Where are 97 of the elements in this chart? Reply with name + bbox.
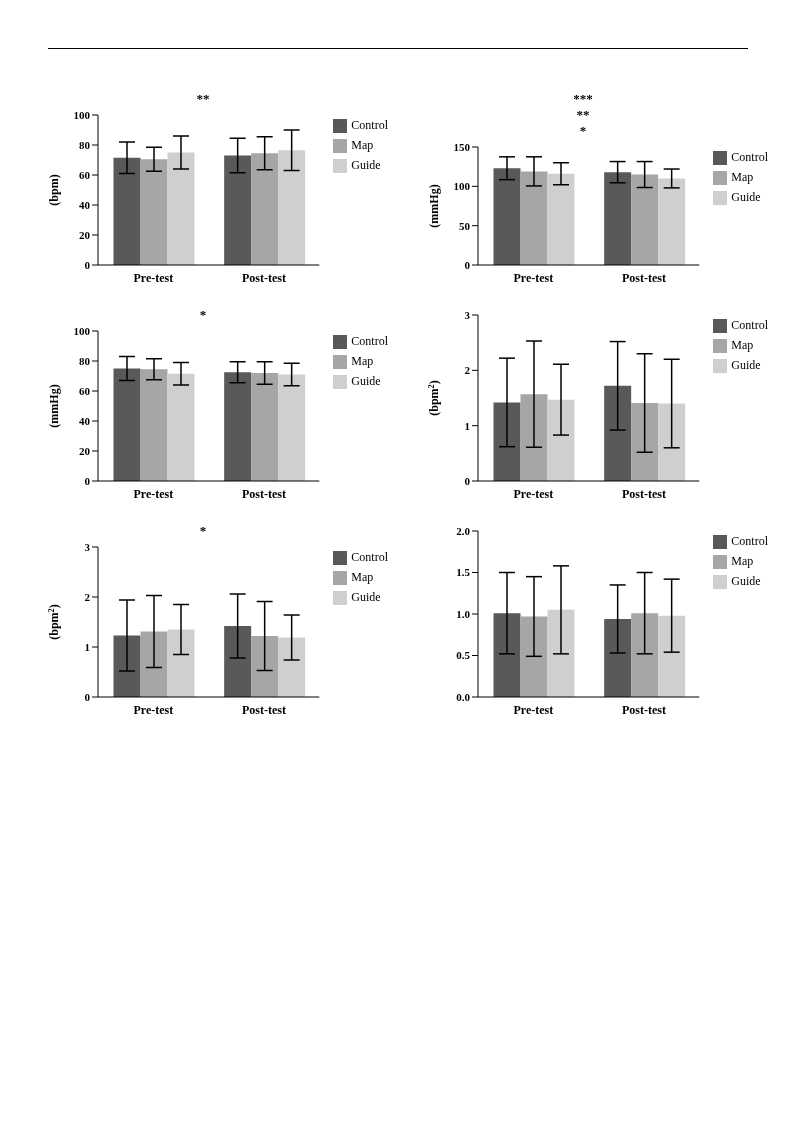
bar bbox=[493, 402, 521, 481]
y-tick-label: 1 bbox=[84, 640, 90, 653]
x-tick-label: Post-test bbox=[242, 270, 286, 285]
bar bbox=[493, 613, 521, 697]
legend-label: Guide bbox=[731, 190, 761, 204]
y-tick-label: 2 bbox=[84, 590, 91, 603]
bar bbox=[520, 171, 548, 265]
y-tick-label: 2.0 bbox=[456, 524, 471, 537]
bar bbox=[631, 613, 659, 697]
y-axis-title: (bpm) bbox=[47, 174, 61, 206]
y-tick-label: 1.5 bbox=[456, 566, 471, 579]
bar bbox=[278, 150, 306, 265]
text: *** bbox=[573, 91, 593, 106]
y-tick-label: 40 bbox=[79, 198, 91, 211]
y-axis-title: (mmHg) bbox=[47, 384, 61, 428]
bar bbox=[251, 636, 279, 697]
legend-label: Control bbox=[731, 318, 768, 332]
x-tick-label: Pre-test bbox=[133, 702, 174, 717]
text: * bbox=[198, 523, 208, 539]
y-tick-label: 80 bbox=[79, 138, 91, 151]
legend-label: Control bbox=[351, 550, 388, 564]
legend-label: Control bbox=[731, 150, 768, 164]
legend-label: Guide bbox=[351, 158, 381, 172]
bar bbox=[604, 385, 632, 481]
x-tick-label: Pre-test bbox=[513, 270, 554, 285]
legend-label: Map bbox=[731, 554, 754, 568]
y-tick-label: 2 bbox=[464, 364, 471, 377]
y-tick-label: 3 bbox=[84, 540, 91, 553]
bar bbox=[658, 403, 686, 481]
bar bbox=[251, 153, 279, 265]
bar bbox=[167, 629, 195, 697]
bar bbox=[547, 399, 575, 481]
x-tick-label: Pre-test bbox=[513, 702, 554, 717]
x-tick-label: Post-test bbox=[242, 486, 286, 501]
x-tick-label: Post-test bbox=[622, 702, 666, 717]
legend-label: Map bbox=[731, 170, 754, 184]
legend-label: Guide bbox=[351, 590, 381, 604]
y-axis-title: (mmHg) bbox=[427, 184, 441, 228]
legend-label: Control bbox=[731, 534, 768, 548]
bar bbox=[631, 402, 659, 481]
x-tick-label: Pre-test bbox=[513, 486, 554, 501]
legend-label: Guide bbox=[731, 358, 761, 372]
text: ** bbox=[195, 91, 211, 107]
x-tick-label: Pre-test bbox=[133, 486, 174, 501]
y-tick-label: 40 bbox=[79, 414, 91, 427]
bar bbox=[547, 609, 575, 697]
y-tick-label: 20 bbox=[79, 228, 91, 241]
bar bbox=[631, 174, 659, 265]
y-tick-label: 60 bbox=[79, 168, 91, 181]
y-tick-label: 60 bbox=[79, 384, 91, 397]
legend-label: Map bbox=[351, 354, 374, 368]
bar bbox=[604, 618, 632, 697]
bar bbox=[658, 615, 686, 697]
x-tick-label: Pre-test bbox=[133, 270, 174, 285]
legend-label: Map bbox=[351, 138, 374, 152]
y-tick-label: 50 bbox=[459, 219, 471, 232]
y-tick-label: 150 bbox=[453, 140, 471, 153]
text: * bbox=[198, 307, 208, 323]
bar bbox=[278, 637, 306, 697]
y-tick-label: 100 bbox=[453, 180, 471, 193]
legend-label: Map bbox=[731, 338, 754, 352]
y-tick-label: 0 bbox=[84, 690, 91, 703]
y-tick-label: 0.0 bbox=[456, 690, 471, 703]
y-tick-label: 100 bbox=[73, 108, 91, 121]
bar bbox=[520, 616, 548, 697]
y-tick-label: 20 bbox=[79, 444, 91, 457]
y-tick-label: 100 bbox=[73, 324, 91, 337]
legend-label: Guide bbox=[351, 374, 381, 388]
bar bbox=[604, 172, 632, 265]
y-tick-label: 0.5 bbox=[456, 649, 471, 662]
bar bbox=[493, 168, 521, 265]
y-tick-label: 1.0 bbox=[456, 607, 471, 620]
y-tick-label: 1 bbox=[464, 419, 470, 432]
y-tick-label: 80 bbox=[79, 354, 91, 367]
text: ** * bbox=[575, 107, 591, 139]
legend-label: Control bbox=[351, 334, 388, 348]
legend-label: Control bbox=[351, 118, 388, 132]
y-tick-label: 0 bbox=[464, 474, 471, 487]
bar bbox=[140, 631, 168, 697]
x-tick-label: Post-test bbox=[242, 702, 286, 717]
bar bbox=[113, 635, 141, 697]
bar bbox=[140, 159, 168, 265]
y-tick-label: 0 bbox=[84, 258, 91, 271]
y-tick-label: 0 bbox=[464, 258, 471, 271]
bar bbox=[224, 626, 252, 697]
bar bbox=[547, 173, 575, 265]
legend-label: Guide bbox=[731, 574, 761, 588]
bar bbox=[658, 178, 686, 265]
legend-label: Map bbox=[351, 570, 374, 584]
y-tick-label: 3 bbox=[464, 308, 471, 321]
bar bbox=[167, 152, 195, 265]
x-tick-label: Post-test bbox=[622, 270, 666, 285]
bar bbox=[520, 394, 548, 481]
bar bbox=[224, 155, 252, 265]
x-tick-label: Post-test bbox=[622, 486, 666, 501]
y-tick-label: 0 bbox=[84, 474, 91, 487]
bar bbox=[113, 157, 141, 265]
